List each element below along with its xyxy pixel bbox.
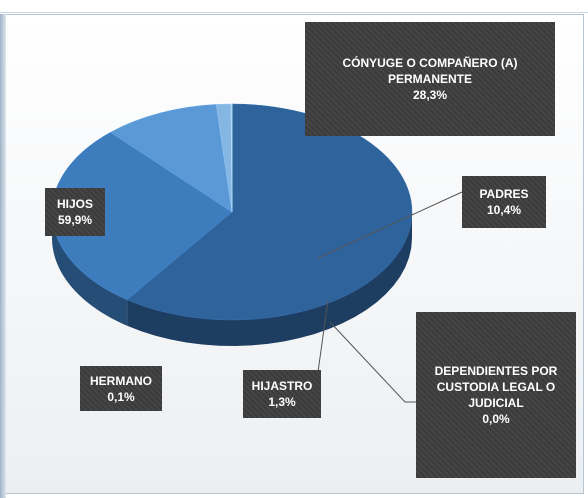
leader-line — [317, 299, 329, 373]
label-value: 0,0% — [482, 412, 510, 426]
caption-bar — [0, 0, 588, 13]
data-label: HERMANO 0,1% — [80, 366, 162, 411]
label-name: CÓNYUGE O COMPAÑERO (A) PERMANENTE — [342, 56, 518, 86]
data-label: PADRES 10,4% — [462, 176, 546, 228]
label-value: 10,4% — [486, 203, 522, 217]
label-value: 59,9% — [57, 213, 93, 227]
side-strip — [0, 14, 6, 498]
data-label: CÓNYUGE O COMPAÑERO (A) PERMANENTE 28,3% — [305, 22, 555, 136]
leader-line — [329, 321, 418, 403]
data-label: DEPENDIENTES POR CUSTODIA LEGAL O JUDICI… — [416, 312, 576, 478]
slice-side — [52, 212, 128, 326]
label-name: PADRES — [479, 187, 529, 201]
data-label: HIJASTRO 1,3% — [243, 370, 321, 418]
data-label: HIJOS 59,9% — [45, 188, 105, 236]
label-value: 28,3% — [412, 88, 448, 102]
label-value: 0,1% — [107, 389, 135, 404]
slice-side — [127, 212, 412, 346]
label-name: HIJASTRO — [251, 379, 313, 393]
label-name: HERMANO — [90, 373, 152, 388]
label-value: 1,3% — [268, 395, 296, 409]
slice — [109, 104, 233, 213]
leader-line — [317, 191, 463, 259]
label-name: DEPENDIENTES POR CUSTODIA LEGAL O JUDICI… — [434, 364, 558, 410]
label-name: HIJOS — [56, 197, 93, 211]
